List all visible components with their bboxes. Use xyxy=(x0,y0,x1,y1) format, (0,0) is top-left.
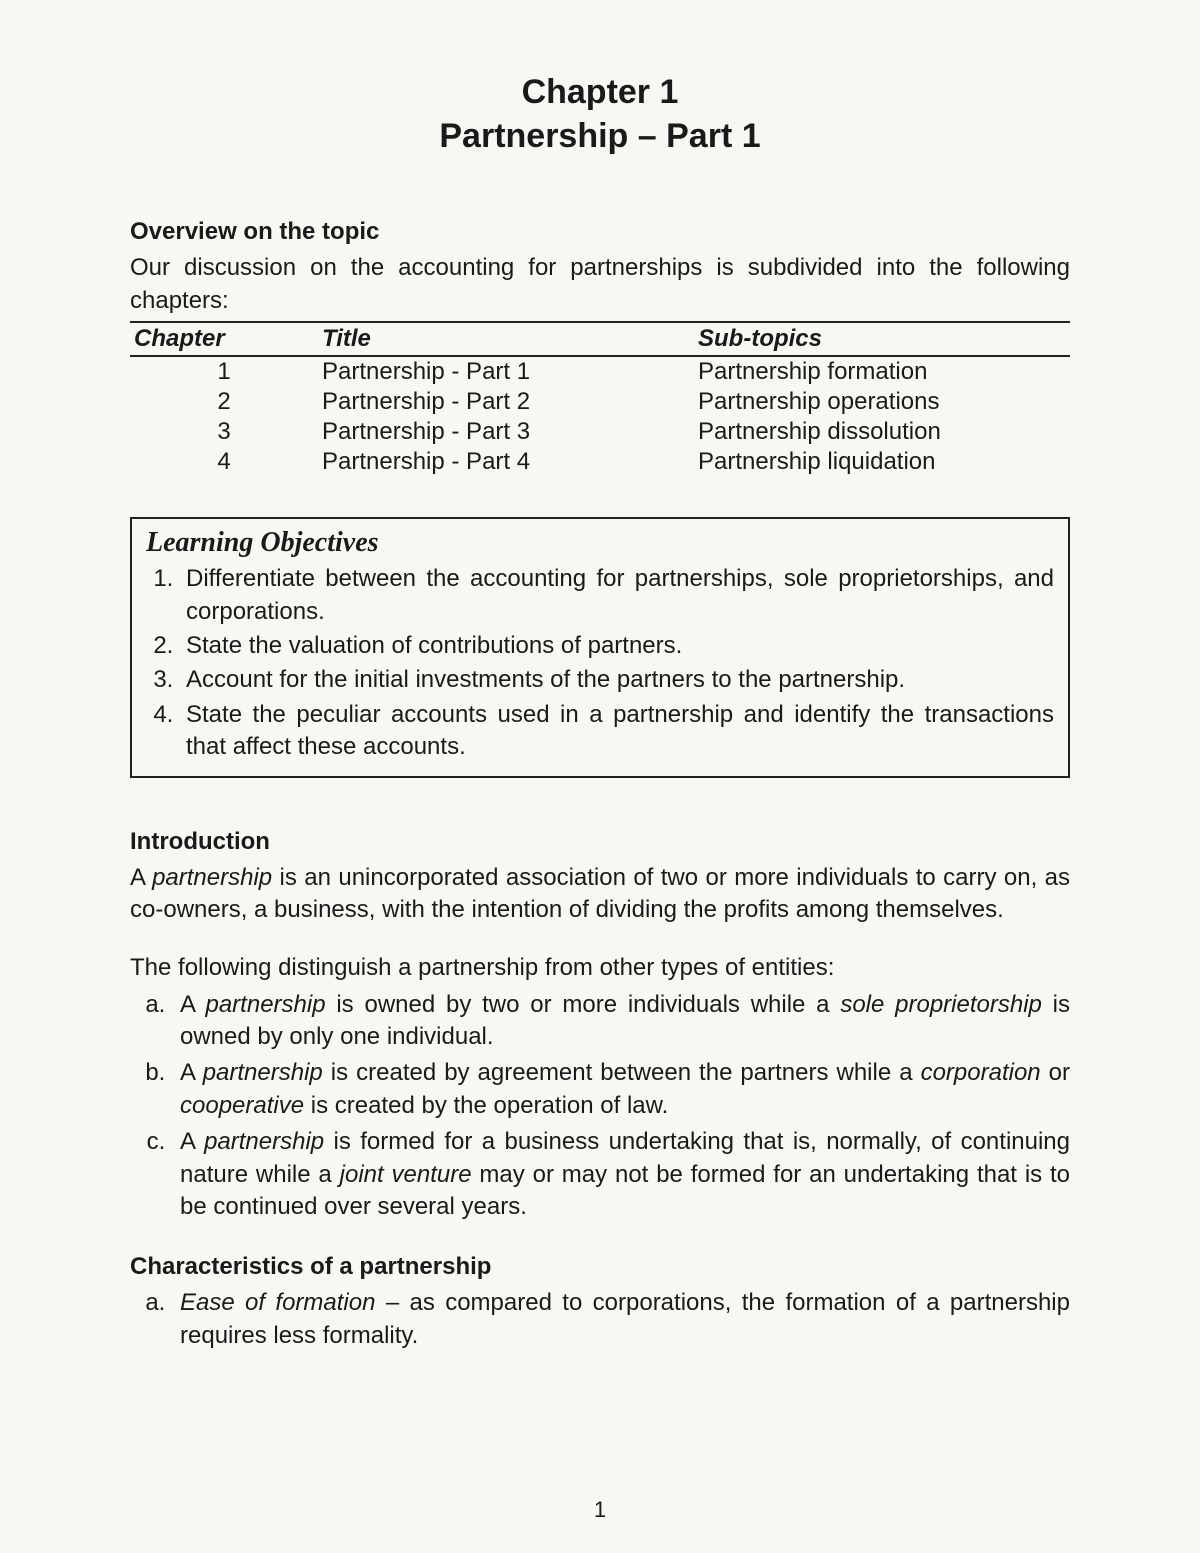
objective-item: State the peculiar accounts used in a pa… xyxy=(180,699,1054,764)
cell-subtopic: Partnership operations xyxy=(694,387,1070,417)
overview-heading: Overview on the topic xyxy=(130,218,1070,246)
chapters-table: Chapter Title Sub-topics 1 Partnership -… xyxy=(130,321,1070,477)
col-subtopics: Sub-topics xyxy=(694,322,1070,356)
cell-subtopic: Partnership formation xyxy=(694,356,1070,387)
page-number: 1 xyxy=(0,1497,1200,1523)
chapter-subtitle: Partnership – Part 1 xyxy=(130,114,1070,158)
introduction-section: Introduction A partnership is an unincor… xyxy=(130,828,1070,1224)
cell-title: Partnership - Part 3 xyxy=(318,417,694,447)
cell-subtopic: Partnership liquidation xyxy=(694,447,1070,477)
cell-subtopic: Partnership dissolution xyxy=(694,417,1070,447)
cell-title: Partnership - Part 4 xyxy=(318,447,694,477)
distinguish-lead-text: The following distinguish a partnership … xyxy=(130,952,1070,984)
objective-item: Account for the initial investments of t… xyxy=(180,664,1054,696)
table-row: 2 Partnership - Part 2 Partnership opera… xyxy=(130,387,1070,417)
table-row: 4 Partnership - Part 4 Partnership liqui… xyxy=(130,447,1070,477)
characteristic-item: Ease of formation – as compared to corpo… xyxy=(172,1287,1070,1352)
overview-section: Overview on the topic Our discussion on … xyxy=(130,218,1070,477)
learning-objectives-box: Learning Objectives Differentiate betwee… xyxy=(130,517,1070,777)
objective-item: Differentiate between the accounting for… xyxy=(180,563,1054,628)
characteristics-heading: Characteristics of a partnership xyxy=(130,1253,1070,1281)
objective-item: State the valuation of contributions of … xyxy=(180,630,1054,662)
col-chapter: Chapter xyxy=(130,322,318,356)
cell-chapter: 2 xyxy=(130,387,318,417)
objectives-list: Differentiate between the accounting for… xyxy=(146,563,1054,763)
cell-chapter: 4 xyxy=(130,447,318,477)
chapters-table-wrap: Chapter Title Sub-topics 1 Partnership -… xyxy=(130,321,1070,477)
document-page: Chapter 1 Partnership – Part 1 Overview … xyxy=(0,0,1200,1553)
distinguish-item: A partnership is owned by two or more in… xyxy=(172,989,1070,1054)
characteristics-list: Ease of formation – as compared to corpo… xyxy=(130,1287,1070,1352)
table-row: 3 Partnership - Part 3 Partnership disso… xyxy=(130,417,1070,447)
table-row: 1 Partnership - Part 1 Partnership forma… xyxy=(130,356,1070,387)
cell-chapter: 3 xyxy=(130,417,318,447)
cell-chapter: 1 xyxy=(130,356,318,387)
cell-title: Partnership - Part 2 xyxy=(318,387,694,417)
objectives-heading: Learning Objectives xyxy=(146,527,1054,559)
distinguish-list: A partnership is owned by two or more in… xyxy=(130,989,1070,1224)
cell-title: Partnership - Part 1 xyxy=(318,356,694,387)
col-title: Title xyxy=(318,322,694,356)
overview-intro-text: Our discussion on the accounting for par… xyxy=(130,252,1070,317)
table-header-row: Chapter Title Sub-topics xyxy=(130,322,1070,356)
distinguish-item: A partnership is formed for a business u… xyxy=(172,1126,1070,1223)
chapter-number-title: Chapter 1 xyxy=(130,70,1070,114)
characteristics-section: Characteristics of a partnership Ease of… xyxy=(130,1253,1070,1352)
introduction-paragraph: A partnership is an unincorporated assoc… xyxy=(130,862,1070,927)
distinguish-item: A partnership is created by agreement be… xyxy=(172,1057,1070,1122)
introduction-heading: Introduction xyxy=(130,828,1070,856)
